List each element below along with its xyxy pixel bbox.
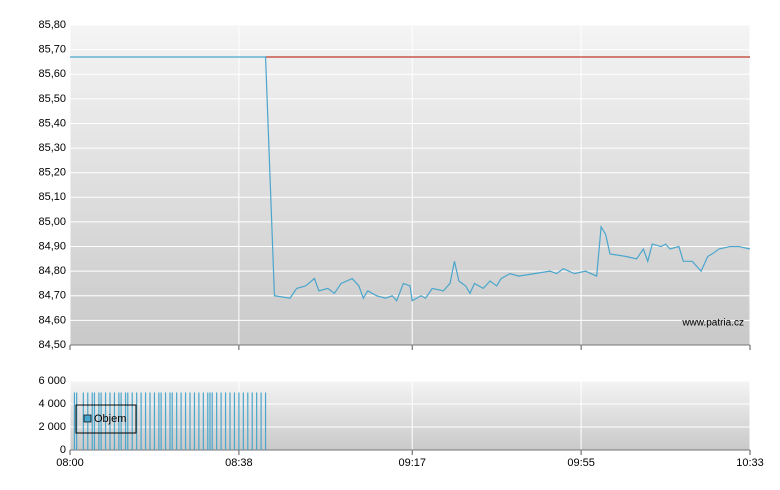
y-tick-label: 2 000: [38, 421, 66, 433]
price-panel: [70, 25, 750, 345]
y-tick-label: 85,40: [38, 117, 66, 129]
volume-bar: [93, 392, 96, 450]
y-tick-label: 85,20: [38, 167, 66, 179]
volume-bar: [180, 392, 182, 450]
volume-bar: [158, 392, 160, 450]
volume-bar: [211, 392, 213, 450]
y-tick-label: 4 000: [38, 398, 66, 410]
x-tick-label: 10:33: [736, 457, 764, 469]
volume-bar: [144, 392, 147, 450]
x-tick-label: 09:55: [567, 457, 595, 469]
volume-bar: [76, 392, 78, 450]
volume-bar: [109, 392, 111, 450]
x-tick-label: 09:17: [398, 457, 426, 469]
y-tick-label: 0: [60, 444, 66, 456]
legend-label: Objem: [94, 413, 126, 425]
y-tick-label: 85,10: [38, 191, 66, 203]
legend-box: [75, 404, 137, 434]
volume-bar: [242, 392, 244, 450]
y-tick-label: 85,30: [38, 142, 66, 154]
volume-bar: [91, 392, 93, 450]
volume-bar: [100, 392, 102, 450]
y-tick-label: 85,60: [38, 68, 66, 80]
y-tick-label: 84,70: [38, 290, 66, 302]
volume-bar: [233, 392, 236, 450]
volume-bar: [164, 392, 167, 450]
volume-panel: [70, 381, 750, 450]
volume-bar: [169, 392, 171, 450]
volume-bar: [131, 392, 133, 450]
watermark: www.patria.cz: [681, 318, 744, 329]
volume-bar: [98, 392, 100, 450]
volume-bar: [136, 392, 138, 450]
volume-bar: [140, 392, 142, 450]
y-tick-label: 85,00: [38, 216, 66, 228]
volume-bar: [120, 392, 122, 450]
volume-bar: [184, 392, 187, 450]
volume-bar: [247, 392, 249, 450]
volume-bar: [127, 392, 129, 450]
volume-bar: [216, 392, 218, 450]
volume-bar: [251, 392, 253, 450]
y-tick-label: 84,80: [38, 265, 66, 277]
volume-bar: [176, 392, 178, 450]
volume-bar: [160, 392, 162, 450]
volume-bar: [113, 392, 116, 450]
volume-bar: [118, 392, 120, 450]
y-tick-label: 85,70: [38, 44, 66, 56]
y-tick-label: 84,60: [38, 314, 66, 326]
volume-bar: [207, 392, 209, 450]
y-tick-label: 85,50: [38, 93, 66, 105]
volume-bar: [149, 392, 151, 450]
legend-swatch: [83, 414, 92, 423]
volume-bar: [224, 392, 227, 450]
volume-bar: [171, 392, 173, 450]
volume-bar: [73, 392, 76, 450]
y-tick-label: 84,50: [38, 339, 66, 351]
volume-bar: [256, 392, 258, 450]
volume-bar: [124, 392, 127, 450]
volume-bar: [153, 392, 156, 450]
y-tick-label: 85,80: [38, 19, 66, 31]
volume-bar: [189, 392, 191, 450]
volume-bar: [198, 392, 200, 450]
x-tick-label: 08:00: [56, 457, 84, 469]
volume-bar: [104, 392, 107, 450]
x-tick-label: 08:38: [225, 457, 253, 469]
volume-bar: [260, 392, 262, 450]
volume-bar: [264, 392, 267, 450]
y-tick-label: 84,90: [38, 240, 66, 252]
volume-bar: [220, 392, 222, 450]
volume-bar: [229, 392, 231, 450]
y-tick-label: 6 000: [38, 375, 66, 387]
volume-bar: [202, 392, 204, 450]
price-line: [70, 56, 751, 302]
volume-bar: [238, 392, 240, 450]
volume-bar: [209, 392, 211, 450]
volume-bar: [82, 392, 84, 450]
volume-bar: [193, 392, 196, 450]
